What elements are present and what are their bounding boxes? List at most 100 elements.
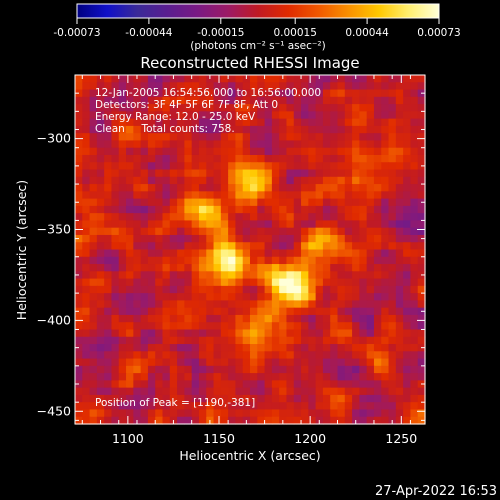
heatmap-cell bbox=[104, 133, 113, 142]
heatmap-cell bbox=[89, 351, 98, 360]
heatmap-cell bbox=[140, 373, 149, 381]
heatmap-cell bbox=[410, 220, 419, 229]
heatmap-cell bbox=[330, 300, 339, 309]
heatmap-cell bbox=[330, 264, 339, 272]
heatmap-cell bbox=[271, 285, 280, 294]
heatmap-cell bbox=[279, 285, 288, 294]
heatmap-cell bbox=[301, 162, 309, 171]
heatmap-cell bbox=[352, 198, 360, 207]
heatmap-cell bbox=[220, 162, 229, 171]
heatmap-cell bbox=[140, 133, 149, 142]
heatmap-cell bbox=[96, 293, 105, 301]
heatmap-cell bbox=[410, 242, 419, 251]
heatmap-cell bbox=[177, 373, 185, 381]
heatmap-cell bbox=[96, 184, 105, 192]
heatmap-cell bbox=[388, 89, 397, 98]
heatmap-cell bbox=[381, 125, 390, 134]
heatmap-cell bbox=[118, 154, 127, 163]
heatmap-cell bbox=[242, 198, 251, 207]
heatmap-cell bbox=[111, 133, 120, 142]
heatmap-cell bbox=[104, 300, 113, 309]
heatmap-cell bbox=[257, 249, 266, 258]
heatmap-cell bbox=[82, 264, 91, 272]
heatmap-cell bbox=[337, 358, 346, 367]
heatmap-cell bbox=[126, 82, 134, 91]
heatmap-cell bbox=[162, 242, 171, 251]
heatmap-cell bbox=[373, 227, 382, 236]
heatmap-cell bbox=[257, 264, 266, 272]
heatmap-cell bbox=[147, 89, 156, 98]
heatmap-cell bbox=[220, 198, 229, 207]
heatmap-cell bbox=[417, 191, 426, 200]
heatmap-cell bbox=[75, 329, 83, 338]
heatmap-cell bbox=[140, 394, 149, 403]
heatmap-cell bbox=[235, 140, 244, 149]
heatmap-cell bbox=[235, 118, 244, 127]
heatmap-cell bbox=[235, 300, 244, 309]
heatmap-cell bbox=[344, 125, 353, 134]
heatmap-cell bbox=[293, 82, 302, 91]
heatmap-cell bbox=[337, 118, 346, 127]
heatmap-cell bbox=[111, 249, 120, 258]
heatmap-cell bbox=[395, 271, 404, 280]
heatmap-cell bbox=[242, 118, 251, 127]
heatmap-cell bbox=[250, 264, 258, 272]
heatmap-cell bbox=[133, 140, 142, 149]
heatmap-cell bbox=[140, 176, 149, 185]
heatmap-cell bbox=[271, 184, 280, 192]
heatmap-cell bbox=[133, 205, 142, 214]
heatmap-cell bbox=[352, 205, 360, 214]
heatmap-cell bbox=[264, 133, 273, 142]
heatmap-cell bbox=[96, 380, 105, 389]
heatmap-cell bbox=[293, 322, 302, 331]
heatmap-cell bbox=[126, 249, 134, 258]
heatmap-cell bbox=[213, 380, 222, 389]
heatmap-cell bbox=[177, 249, 185, 258]
heatmap-cell bbox=[140, 140, 149, 149]
heatmap-cell bbox=[257, 220, 266, 229]
heatmap-cell bbox=[308, 184, 317, 192]
heatmap-cell bbox=[140, 154, 149, 163]
heatmap-cell bbox=[82, 358, 91, 367]
heatmap-cell bbox=[271, 220, 280, 229]
heatmap-cell bbox=[250, 205, 258, 214]
heatmap-cell bbox=[279, 242, 288, 251]
colorbar-units-label: (photons cm⁻² s⁻¹ asec⁻²) bbox=[190, 40, 325, 52]
heatmap-cell bbox=[388, 344, 397, 352]
heatmap-cell bbox=[111, 147, 120, 156]
heatmap-cell bbox=[220, 96, 229, 105]
heatmap-cell bbox=[228, 176, 237, 185]
heatmap-cell bbox=[140, 169, 149, 178]
heatmap-cell bbox=[242, 373, 251, 381]
heatmap-cell bbox=[155, 278, 164, 287]
heatmap-cell bbox=[417, 205, 426, 214]
heatmap-cell bbox=[366, 75, 375, 83]
heatmap-cell bbox=[235, 416, 244, 425]
heatmap-cell bbox=[140, 75, 149, 83]
heatmap-cell bbox=[96, 162, 105, 171]
heatmap-cell bbox=[162, 293, 171, 301]
heatmap-cell bbox=[133, 213, 142, 222]
heatmap-cell bbox=[359, 82, 368, 91]
heatmap-cell bbox=[147, 184, 156, 192]
heatmap-cell bbox=[271, 351, 280, 360]
heatmap-cell bbox=[330, 118, 339, 127]
heatmap-cell bbox=[118, 380, 127, 389]
heatmap-cell bbox=[177, 162, 185, 171]
heatmap-cell bbox=[366, 205, 375, 214]
heatmap-cell bbox=[308, 213, 317, 222]
heatmap-cell bbox=[228, 75, 237, 83]
heatmap-cell bbox=[177, 89, 185, 98]
heatmap-cell bbox=[381, 205, 390, 214]
heatmap-cell bbox=[133, 271, 142, 280]
heatmap-cell bbox=[162, 416, 171, 425]
heatmap-cell bbox=[271, 344, 280, 352]
heatmap-cell bbox=[228, 96, 237, 105]
heatmap-cell bbox=[155, 322, 164, 331]
heatmap-cell bbox=[279, 198, 288, 207]
heatmap-cell bbox=[286, 329, 295, 338]
heatmap-cell bbox=[96, 336, 105, 345]
heatmap-cell bbox=[177, 104, 185, 112]
heatmap-cell bbox=[293, 264, 302, 272]
heatmap-cell bbox=[147, 351, 156, 360]
